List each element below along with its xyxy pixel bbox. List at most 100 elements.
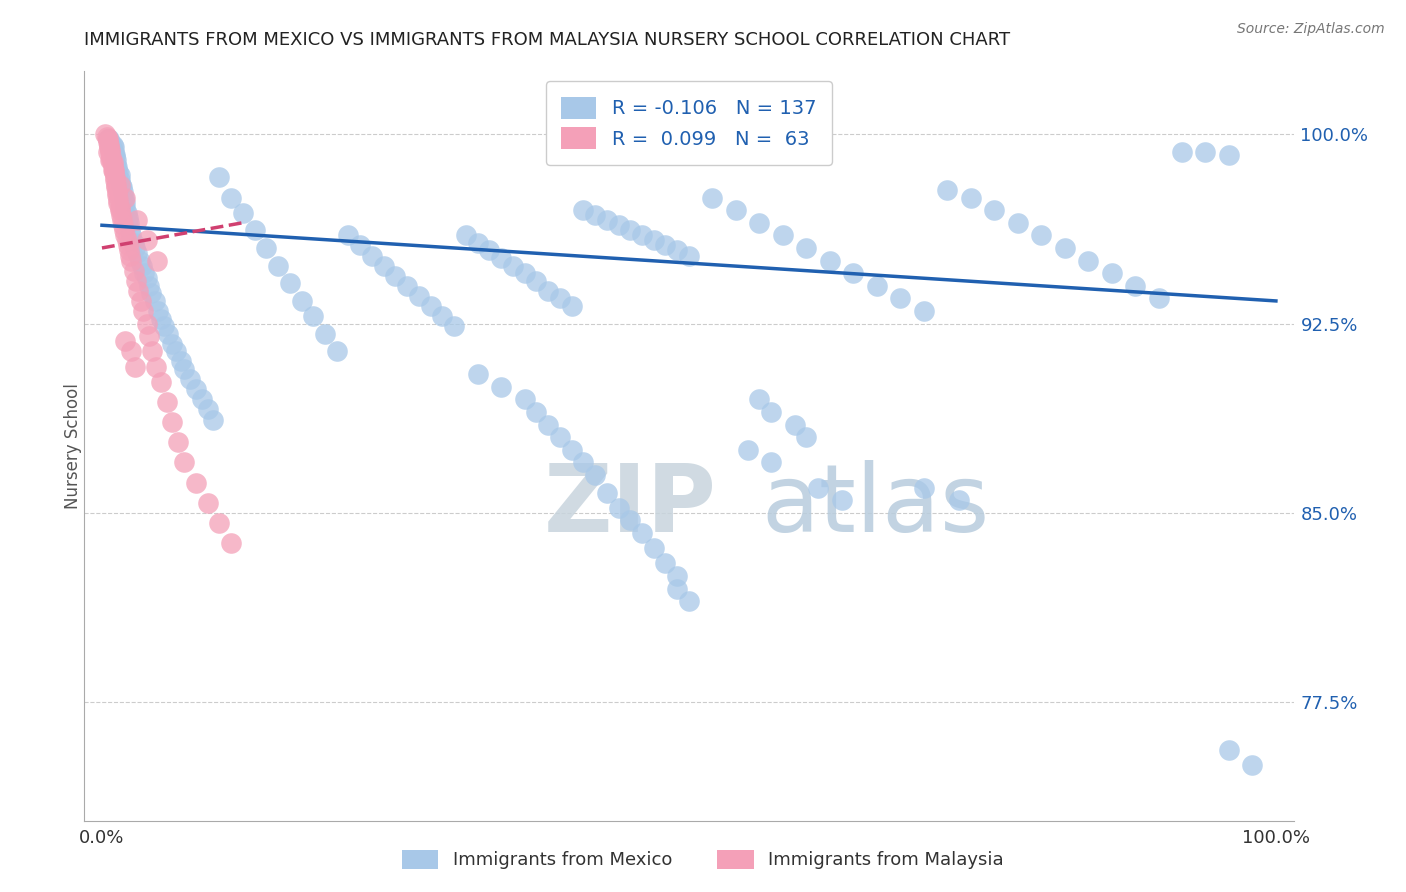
- Point: [219, 190, 242, 204]
- Point: [314, 326, 336, 341]
- Point: [104, 170, 127, 185]
- Point: [631, 526, 654, 541]
- Point: [110, 178, 132, 192]
- Point: [232, 205, 254, 219]
- Point: [948, 493, 970, 508]
- Point: [156, 326, 179, 341]
- Point: [202, 412, 225, 426]
- Point: [173, 362, 195, 376]
- Point: [443, 319, 465, 334]
- Point: [118, 216, 141, 230]
- Point: [105, 158, 128, 172]
- Point: [912, 481, 935, 495]
- Point: [537, 417, 560, 432]
- Point: [326, 344, 349, 359]
- Point: [619, 223, 641, 237]
- Point: [1029, 228, 1052, 243]
- Point: [596, 485, 619, 500]
- Point: [101, 162, 124, 177]
- Point: [145, 359, 167, 374]
- Point: [1007, 216, 1029, 230]
- Point: [114, 190, 136, 204]
- Point: [132, 304, 155, 318]
- Point: [125, 274, 148, 288]
- Point: [122, 263, 145, 277]
- Point: [128, 253, 150, 268]
- Point: [155, 395, 177, 409]
- Text: Source: ZipAtlas.com: Source: ZipAtlas.com: [1237, 22, 1385, 37]
- Point: [408, 289, 430, 303]
- Point: [98, 140, 121, 154]
- Point: [104, 173, 127, 187]
- Point: [783, 417, 806, 432]
- Point: [502, 259, 524, 273]
- Point: [337, 228, 360, 243]
- Point: [724, 203, 747, 218]
- Point: [117, 211, 139, 225]
- Point: [100, 153, 122, 167]
- Point: [162, 415, 184, 429]
- Point: [607, 219, 630, 233]
- Point: [267, 259, 290, 273]
- Point: [162, 336, 184, 351]
- Point: [772, 228, 794, 243]
- Point: [254, 241, 277, 255]
- Point: [129, 293, 152, 308]
- Y-axis label: Nursery School: Nursery School: [65, 383, 82, 509]
- Point: [105, 178, 128, 192]
- Point: [114, 228, 136, 243]
- Point: [419, 299, 441, 313]
- Point: [103, 162, 125, 177]
- Point: [120, 344, 142, 359]
- Point: [108, 203, 131, 218]
- Point: [643, 233, 665, 247]
- Point: [548, 292, 571, 306]
- Point: [169, 354, 191, 368]
- Point: [537, 284, 560, 298]
- Point: [396, 278, 419, 293]
- Point: [146, 253, 169, 268]
- Point: [135, 317, 157, 331]
- Point: [120, 228, 142, 243]
- Point: [108, 178, 131, 192]
- Text: ZIP: ZIP: [544, 460, 717, 552]
- Point: [120, 248, 142, 262]
- Legend: Immigrants from Mexico, Immigrants from Malaysia: Immigrants from Mexico, Immigrants from …: [394, 841, 1012, 879]
- Point: [794, 241, 817, 255]
- Text: IMMIGRANTS FROM MEXICO VS IMMIGRANTS FROM MALAYSIA NURSERY SCHOOL CORRELATION CH: IMMIGRANTS FROM MEXICO VS IMMIGRANTS FRO…: [84, 31, 1011, 49]
- Point: [173, 455, 195, 469]
- Point: [104, 150, 127, 164]
- Point: [818, 253, 841, 268]
- Point: [131, 259, 153, 273]
- Point: [112, 186, 135, 200]
- Point: [100, 137, 122, 152]
- Point: [103, 165, 125, 179]
- Point: [112, 223, 135, 237]
- Point: [184, 382, 207, 396]
- Point: [98, 153, 121, 167]
- Point: [127, 284, 149, 298]
- Point: [524, 405, 547, 419]
- Point: [619, 513, 641, 527]
- Point: [135, 271, 157, 285]
- Point: [1077, 253, 1099, 268]
- Point: [208, 170, 231, 185]
- Point: [678, 248, 700, 262]
- Point: [842, 266, 865, 280]
- Point: [666, 244, 689, 258]
- Point: [97, 145, 120, 160]
- Point: [167, 435, 190, 450]
- Point: [583, 208, 606, 222]
- Point: [1123, 278, 1146, 293]
- Point: [889, 292, 911, 306]
- Point: [98, 135, 121, 149]
- Point: [912, 304, 935, 318]
- Point: [561, 299, 583, 313]
- Point: [124, 359, 146, 374]
- Point: [678, 594, 700, 608]
- Point: [737, 442, 759, 457]
- Point: [748, 392, 770, 407]
- Point: [1194, 145, 1216, 160]
- Point: [103, 140, 125, 154]
- Point: [467, 235, 489, 250]
